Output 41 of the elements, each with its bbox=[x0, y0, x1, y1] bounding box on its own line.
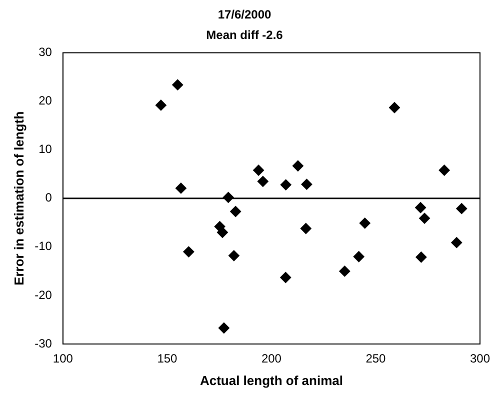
x-axis-title: Actual length of animal bbox=[200, 372, 343, 388]
point bbox=[175, 182, 186, 194]
point bbox=[230, 206, 242, 218]
point bbox=[280, 179, 292, 190]
y-tick-label: 0 bbox=[45, 190, 52, 205]
y-tick-label: 30 bbox=[38, 45, 52, 60]
x-tick-label: 100 bbox=[52, 352, 74, 366]
y-axis-title: Error in estimation of length bbox=[11, 111, 26, 286]
x-tick-label: 150 bbox=[157, 352, 178, 366]
y-tick-label: 10 bbox=[38, 142, 52, 156]
point bbox=[359, 218, 370, 229]
x-tick-label: 200 bbox=[261, 352, 282, 366]
point bbox=[292, 160, 304, 172]
point bbox=[353, 251, 364, 262]
point bbox=[183, 246, 194, 258]
chart-subtitle: Mean diff -2.6 bbox=[206, 28, 284, 42]
point bbox=[253, 164, 264, 176]
point bbox=[300, 222, 312, 234]
point bbox=[416, 252, 427, 263]
point bbox=[155, 100, 166, 111]
point bbox=[419, 212, 430, 224]
point bbox=[172, 79, 184, 90]
point bbox=[451, 237, 462, 248]
y-tick-label: -10 bbox=[34, 239, 52, 254]
point bbox=[257, 176, 268, 187]
y-tick-label: -30 bbox=[34, 336, 52, 350]
chart-title: 17/6/2000 bbox=[218, 8, 272, 22]
point bbox=[228, 250, 240, 262]
point bbox=[388, 102, 400, 114]
point bbox=[280, 272, 292, 284]
y-tick-label: 20 bbox=[38, 94, 52, 108]
point bbox=[301, 178, 312, 190]
x-tick-label: 250 bbox=[366, 352, 386, 366]
point bbox=[456, 203, 468, 214]
point bbox=[339, 266, 350, 277]
point bbox=[218, 322, 230, 334]
x-tick-label: 300 bbox=[470, 352, 490, 366]
point bbox=[438, 164, 450, 176]
point bbox=[415, 202, 426, 214]
point bbox=[216, 226, 228, 238]
y-tick-label: -20 bbox=[34, 288, 52, 302]
